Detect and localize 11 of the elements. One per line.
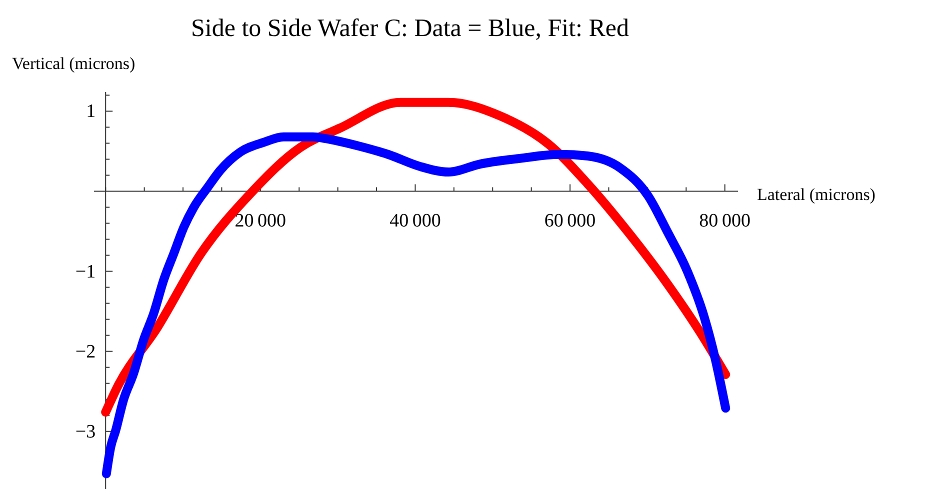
x-tick-label: 80 000 [699,210,750,232]
chart-title: Side to Side Wafer C: Data = Blue, Fit: Red [191,15,630,42]
y-axis-title: Vertical (microns) [12,54,136,73]
y-tick-label: −2 [75,341,96,362]
y-tick-label: 1 [86,101,96,122]
y-tick-label: −1 [75,261,96,282]
x-tick-label: 40 000 [390,210,441,232]
x-axis-title: Lateral (microns) [757,185,876,204]
x-tick-label: 20 000 [234,210,286,232]
x-tick-label: 60 000 [544,210,596,232]
y-tick-label: −3 [75,421,96,442]
